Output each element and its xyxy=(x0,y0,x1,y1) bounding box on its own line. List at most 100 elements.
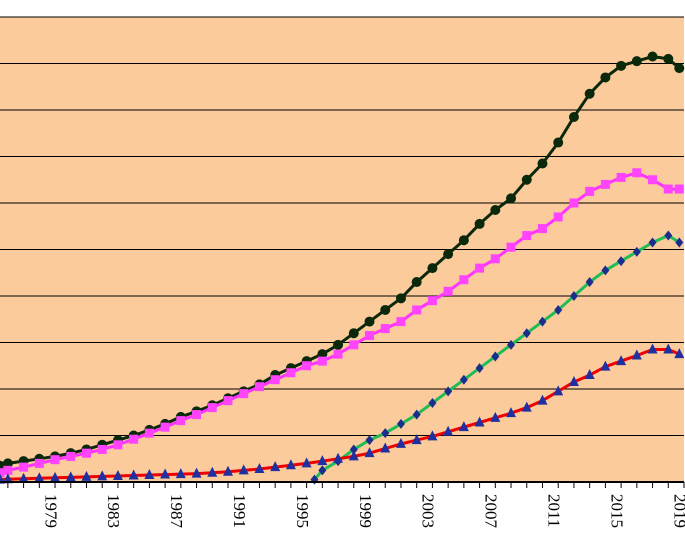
series-1-point xyxy=(553,137,564,148)
series-4-point xyxy=(395,437,406,448)
series-1-point xyxy=(631,56,642,67)
series-4-point xyxy=(663,343,674,354)
series-2-point xyxy=(0,468,5,478)
series-2-point xyxy=(160,422,170,432)
series-4-point xyxy=(458,421,469,432)
series-4-point xyxy=(65,471,76,482)
series-4-point xyxy=(254,462,265,473)
series-2-point xyxy=(3,465,13,475)
series-2-point xyxy=(412,305,422,315)
series-2-point xyxy=(616,172,626,182)
series-3-point xyxy=(412,409,421,420)
series-2-point xyxy=(490,254,500,264)
series-2-point xyxy=(663,184,673,194)
series-2-point xyxy=(569,198,579,208)
series-3-point xyxy=(569,291,578,301)
series-4-point xyxy=(568,376,579,387)
series-2-point xyxy=(113,440,123,450)
series-4-point xyxy=(144,469,155,480)
series-2-point xyxy=(553,212,563,222)
series-4-point xyxy=(600,360,611,371)
x-tick-label: 2011 xyxy=(544,494,563,527)
series-1-point xyxy=(663,53,674,64)
x-tick-label: 1991 xyxy=(230,494,249,528)
series-2-point xyxy=(19,462,29,472)
series-3-point xyxy=(459,374,468,385)
series-2-point xyxy=(286,368,296,378)
series-1-point xyxy=(443,249,454,260)
series-1-point xyxy=(537,158,548,169)
series-2-point xyxy=(223,396,233,406)
series-1-point xyxy=(380,304,391,315)
series-4-point xyxy=(631,349,642,360)
series-2-point xyxy=(97,444,107,454)
x-tick-label: 2003 xyxy=(419,494,438,528)
series-3-point xyxy=(396,418,405,429)
series-2-point xyxy=(81,448,91,458)
series-2-point xyxy=(522,231,532,241)
x-tick-label: 2007 xyxy=(482,494,501,529)
series-4-point xyxy=(81,470,92,481)
series-2-point xyxy=(34,458,44,468)
series-1-point xyxy=(506,193,517,204)
series-1-point xyxy=(647,51,658,62)
series-4-point xyxy=(521,401,532,412)
series-4-point xyxy=(506,407,517,418)
series-4-point xyxy=(443,425,454,436)
series-2-point xyxy=(396,317,406,327)
x-tick-label: 2019 xyxy=(670,494,685,528)
series-2-point xyxy=(333,349,343,359)
series-2-point xyxy=(176,416,186,426)
series-4-point xyxy=(97,470,108,481)
series-4-point xyxy=(34,472,45,483)
series-3-point xyxy=(507,339,516,350)
series-2-point xyxy=(506,242,516,252)
series-1-point xyxy=(364,316,375,327)
series-3-point xyxy=(381,428,390,439)
series-2-point xyxy=(129,434,139,444)
series-3-point xyxy=(648,237,657,248)
series-3-point xyxy=(428,397,437,408)
x-tick-label: 1983 xyxy=(104,494,123,528)
series-4-point xyxy=(112,469,123,480)
series-3-point xyxy=(365,435,374,446)
series-3-point xyxy=(538,316,547,327)
series-2-point xyxy=(50,455,60,465)
series-4-point xyxy=(50,471,61,482)
series-2-point xyxy=(207,403,217,413)
series-1-point xyxy=(616,60,627,71)
series-3-point xyxy=(318,465,327,476)
series-2-point xyxy=(648,175,658,185)
series-2-point xyxy=(585,186,595,196)
series-4-point xyxy=(2,473,13,484)
series-1-point xyxy=(474,218,485,229)
series-2-point xyxy=(443,286,453,296)
series-4-point xyxy=(647,343,658,354)
series-4-point xyxy=(474,416,485,427)
series-4-point xyxy=(411,434,422,445)
series-4-point xyxy=(490,411,501,422)
series-4-point xyxy=(223,465,233,476)
x-tick-label: 1987 xyxy=(167,494,186,529)
series-2-point xyxy=(674,184,684,194)
series-3-point xyxy=(617,256,626,267)
series-2-point xyxy=(632,168,642,178)
series-1-point xyxy=(348,328,359,339)
series-3-point xyxy=(475,363,484,374)
series-4-point xyxy=(333,452,344,463)
series-3-point xyxy=(601,265,610,276)
series-2-point xyxy=(144,428,154,438)
x-tick-label: 2015 xyxy=(607,494,626,528)
series-3-point xyxy=(675,237,684,248)
series-2-point xyxy=(365,331,375,341)
series-1-point xyxy=(521,174,532,185)
series-4-point xyxy=(553,385,564,396)
series-2-point xyxy=(537,224,547,234)
series-3-point xyxy=(585,277,594,288)
series-1-point xyxy=(427,263,438,274)
series-1-point xyxy=(674,63,685,74)
series-3-point xyxy=(632,246,641,257)
x-axis-tick-labels: 1979 1983 1987 1991 1995 1999 2003 2007 2011 2015… xyxy=(41,494,685,529)
series-2-point xyxy=(66,451,76,461)
